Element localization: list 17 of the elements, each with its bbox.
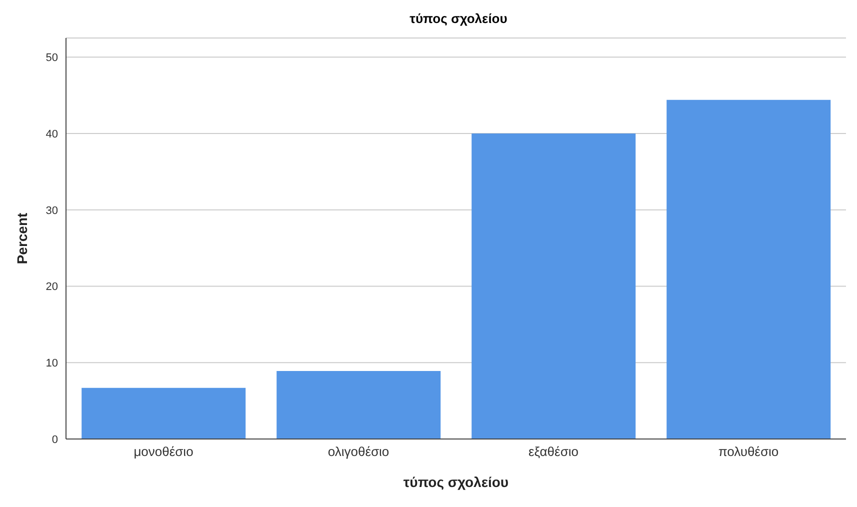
x-tick-label: ολιγοθέσιο [328,444,390,460]
y-axis-title: Percent [14,212,30,264]
y-tick-label: 0 [52,434,58,446]
chart-title: τύπος σχολείου [408,10,508,28]
bar [82,388,246,439]
y-tick-label: 50 [46,52,58,64]
x-axis-title: τύπος σχολείου [403,474,509,490]
x-tick-label: πολυθέσιο [718,444,779,460]
bar [276,371,441,439]
x-tick-label: μονοθέσιο [134,444,194,460]
y-tick-label: 20 [46,281,58,294]
bar [472,133,636,439]
y-tick-label: 30 [46,204,58,217]
bar [666,100,831,439]
y-tick-label: 40 [46,128,58,140]
y-tick-label: 10 [46,358,58,370]
x-tick-label: εξαθέσιο [528,444,578,460]
